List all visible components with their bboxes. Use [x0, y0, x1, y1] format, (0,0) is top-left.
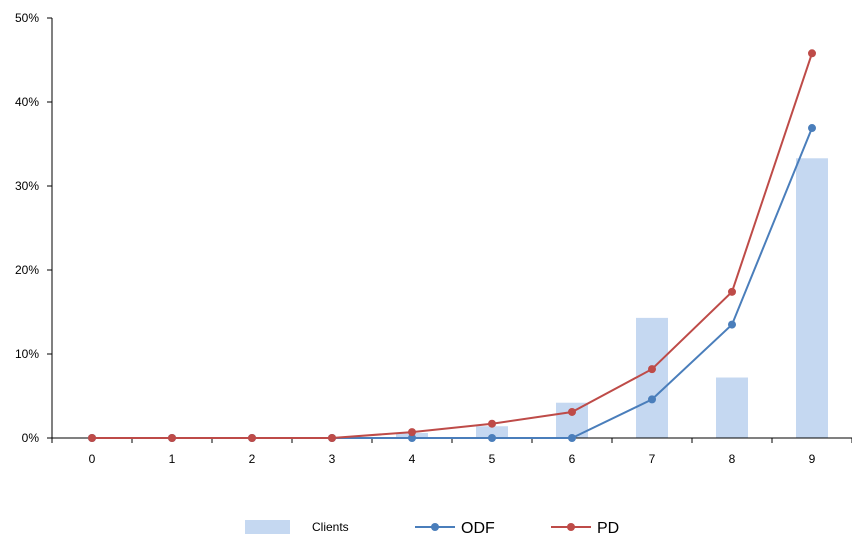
y-tick-label: 40% — [15, 95, 39, 109]
legend-marker-pd — [567, 523, 575, 531]
y-tick-label: 30% — [15, 179, 39, 193]
point-pd-6 — [568, 407, 576, 416]
y-tick-label: 0% — [22, 431, 40, 445]
y-tick-label: 10% — [15, 347, 39, 361]
x-tick-label: 5 — [489, 452, 496, 466]
lines-layer — [88, 49, 816, 442]
point-odf-7 — [648, 395, 656, 404]
x-tick-label: 1 — [169, 452, 176, 466]
x-tick-label: 7 — [649, 452, 656, 466]
point-pd-2 — [248, 434, 256, 442]
line-pd — [92, 52, 813, 439]
line-odf — [92, 127, 813, 439]
point-odf-8 — [728, 320, 736, 329]
point-odf-5 — [488, 434, 496, 442]
x-tick-label: 9 — [809, 452, 816, 466]
point-odf-4 — [408, 434, 416, 442]
point-odf-9 — [808, 124, 816, 133]
bar-clients-9 — [796, 158, 828, 438]
y-tick-label: 20% — [15, 263, 39, 277]
point-pd-1 — [168, 434, 176, 442]
point-pd-8 — [728, 287, 736, 296]
point-odf-6 — [568, 434, 576, 442]
point-pd-3 — [328, 434, 336, 442]
point-pd-7 — [648, 365, 656, 374]
legend-swatch-clients — [245, 520, 290, 534]
point-pd-4 — [408, 428, 416, 437]
x-tick-label: 8 — [729, 452, 736, 466]
x-tick-label: 6 — [569, 452, 576, 466]
bar-clients-7 — [636, 317, 668, 438]
legend: Clients ODF PD — [245, 520, 619, 537]
legend-label-clients: Clients — [312, 520, 349, 534]
x-tick-label: 4 — [409, 452, 416, 466]
legend-marker-odf — [431, 523, 439, 531]
point-pd-9 — [808, 49, 816, 58]
bar-clients-5 — [476, 426, 508, 438]
point-pd-5 — [488, 419, 496, 428]
x-tick-label: 0 — [89, 452, 96, 466]
point-pd-0 — [88, 434, 96, 442]
legend-label-odf: ODF — [461, 520, 495, 535]
x-tick-label: 2 — [249, 452, 256, 466]
x-tick-label: 3 — [329, 452, 336, 466]
legend-label-pd: PD — [597, 520, 619, 535]
bar-clients-8 — [716, 377, 748, 438]
bars-layer — [316, 158, 828, 438]
y-tick-label: 50% — [15, 11, 39, 25]
